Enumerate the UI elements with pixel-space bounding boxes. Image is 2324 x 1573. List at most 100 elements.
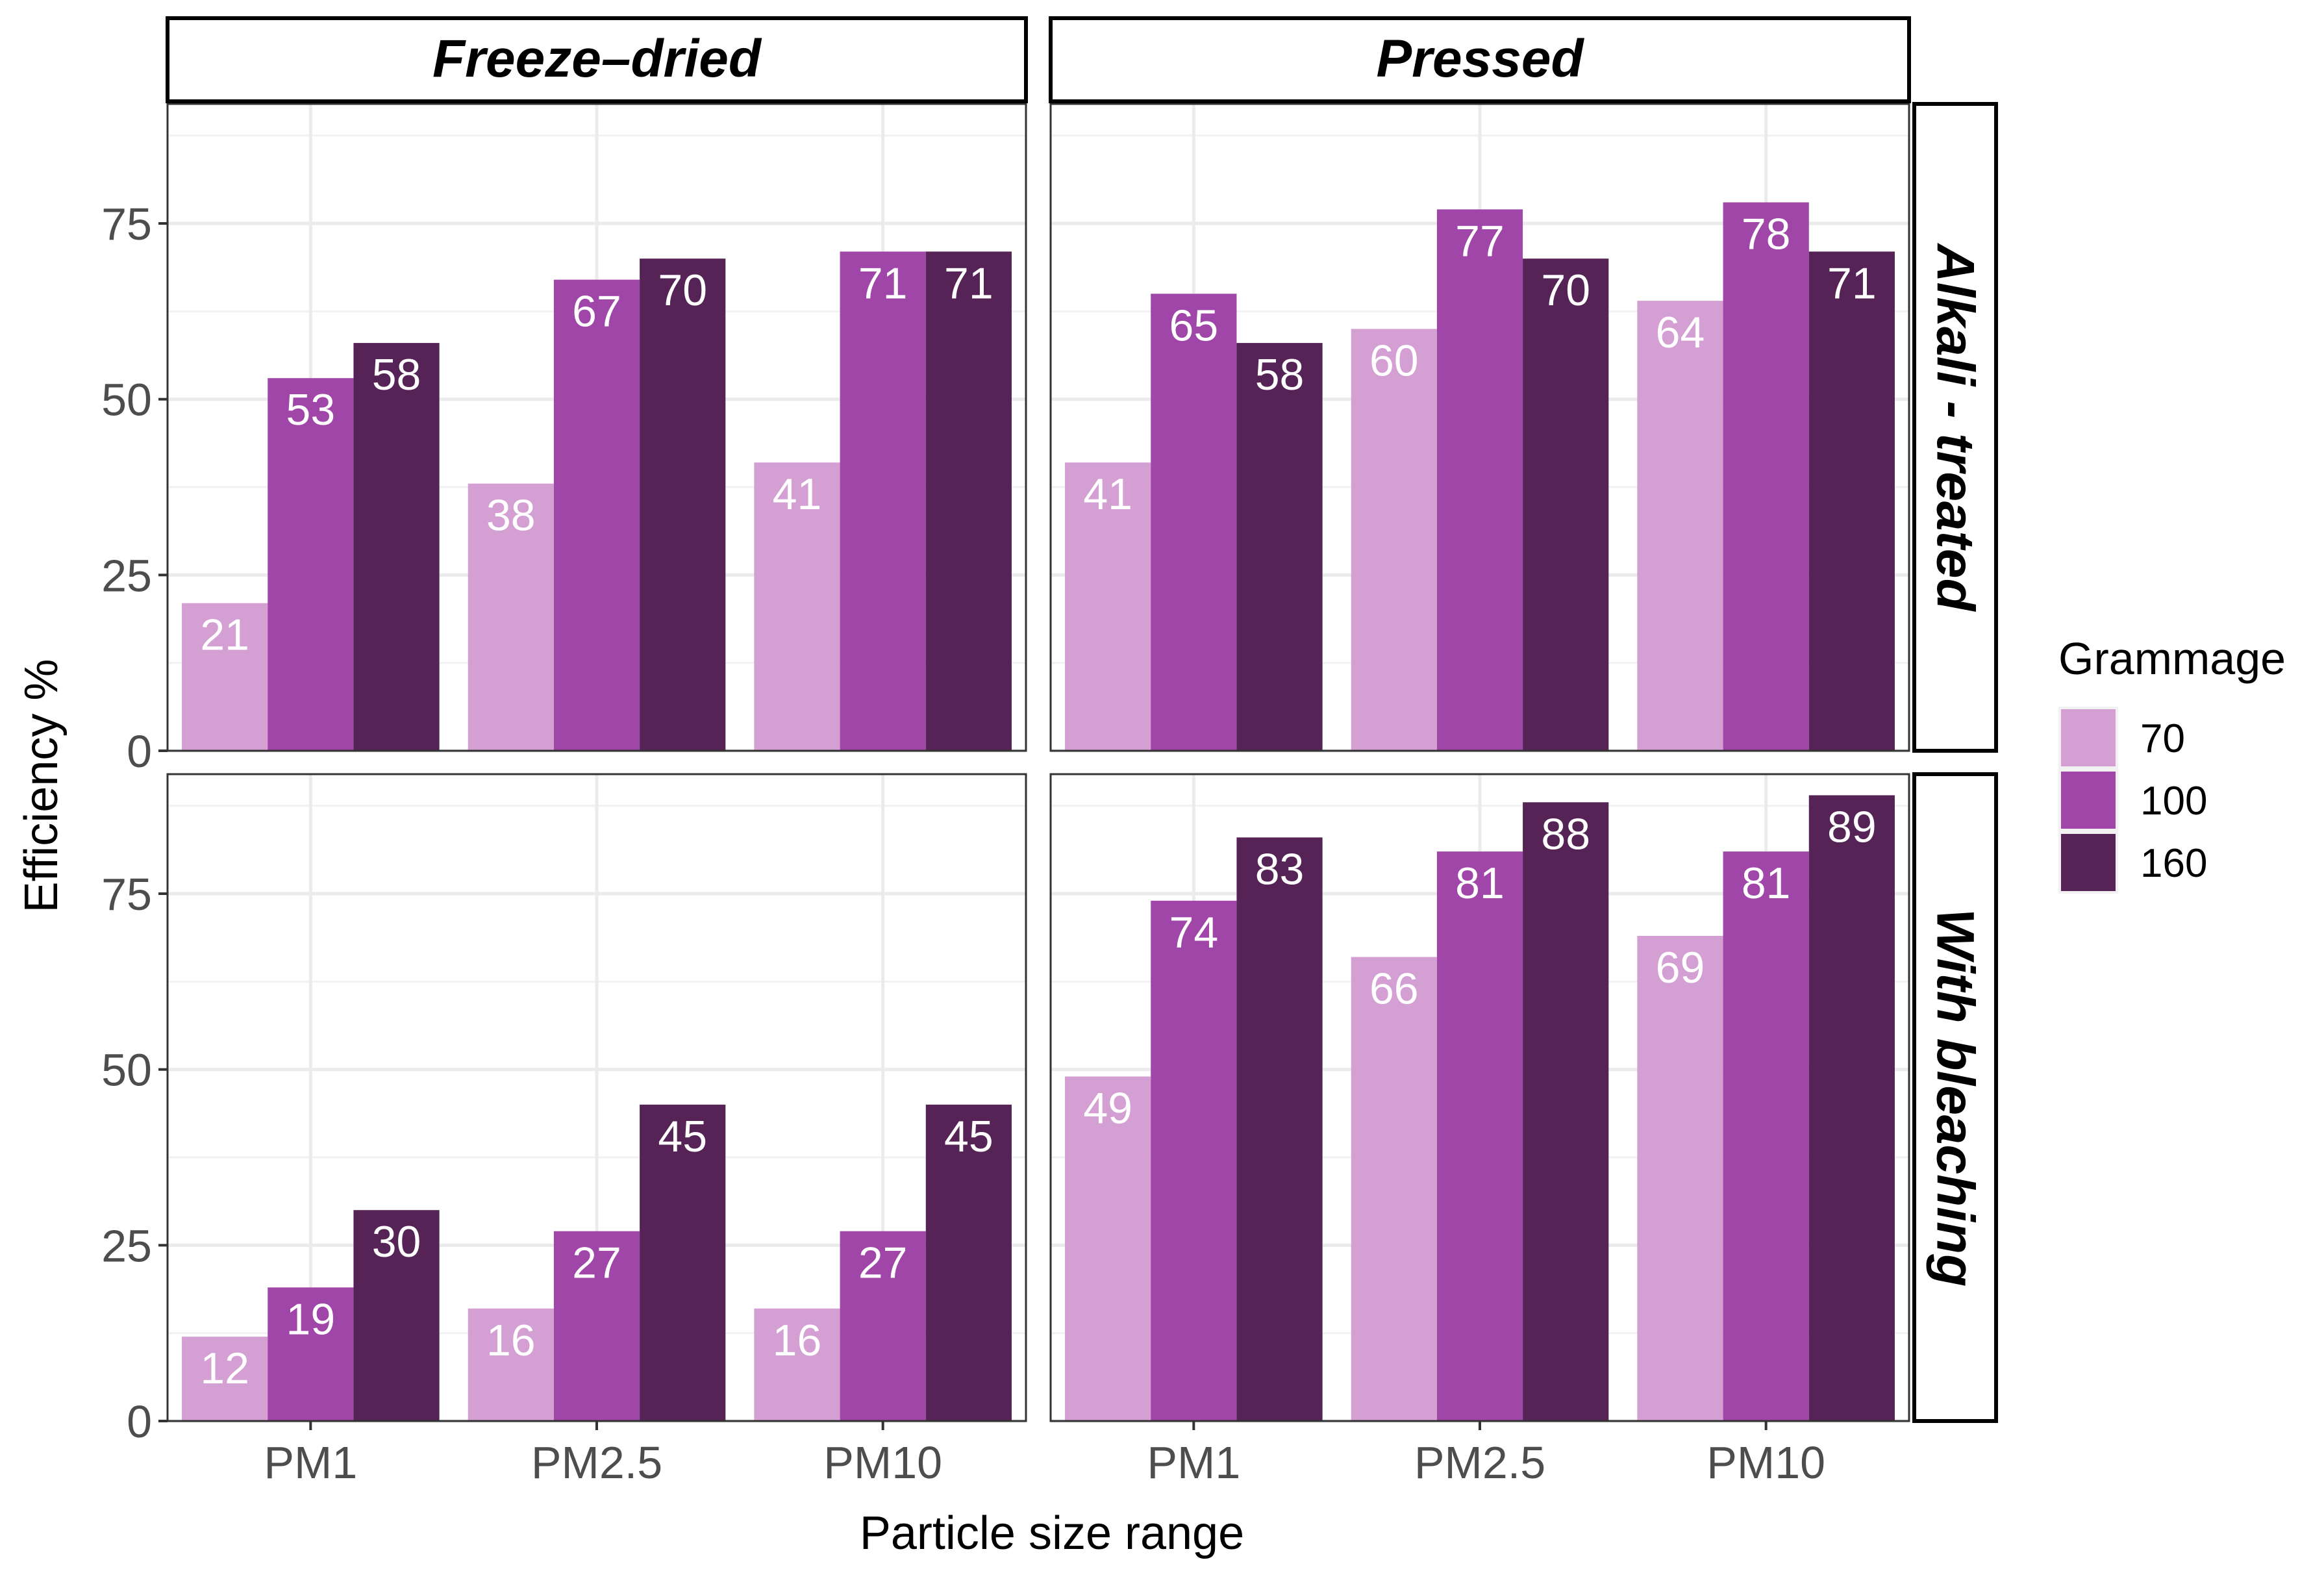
bar-label-alkali-treated-pressed-pm1-g70: 41 [1083, 470, 1132, 519]
bar-label-alkali-treated-pressed-pm10-g160: 71 [1827, 258, 1877, 308]
bar-label-alkali-treated-pressed-pm1-g160: 58 [1255, 350, 1305, 399]
y-tick-label: 75 [101, 199, 152, 249]
bar-label-with-bleaching-pressed-pm10-g160: 89 [1827, 802, 1877, 851]
bar-label-with-bleaching-pressed-pm1-g100: 74 [1169, 908, 1219, 957]
bar-alkali-treated-freeze-dried-pm10-g100 [840, 251, 926, 751]
legend-swatch-100 [2061, 772, 2116, 829]
bar-alkali-treated-freeze-dried-pm2-5-g160 [640, 258, 726, 751]
bar-with-bleaching-pressed-pm2-5-g160 [1523, 802, 1609, 1421]
bar-label-with-bleaching-pressed-pm1-g70: 49 [1083, 1084, 1132, 1133]
y-tick-label: 25 [101, 550, 152, 601]
bar-label-alkali-treated-freeze-dried-pm1-g160: 58 [372, 350, 421, 399]
bar-label-with-bleaching-freeze-dried-pm2-5-g70: 16 [486, 1316, 536, 1365]
bar-with-bleaching-pressed-pm1-g70 [1065, 1076, 1151, 1421]
bar-with-bleaching-freeze-dried-pm10-g100 [840, 1231, 926, 1421]
strip-col-pressed [1049, 16, 1911, 103]
bar-label-alkali-treated-pressed-pm10-g100: 78 [1742, 210, 1791, 259]
bars-layer: 21 38 41 53 67 71 58 70 71 41 60 64 65 77 78 58 70 71 12 16… [182, 202, 1895, 1421]
bar-alkali-treated-pressed-pm2-5-g160 [1523, 258, 1609, 751]
bar-alkali-treated-pressed-pm1-g160 [1236, 343, 1323, 751]
y-tick-label: 25 [101, 1220, 152, 1271]
bar-with-bleaching-pressed-pm2-5-g70 [1351, 957, 1437, 1421]
bar-alkali-treated-freeze-dried-pm1-g70 [182, 603, 268, 751]
bar-label-with-bleaching-pressed-pm10-g100: 81 [1742, 859, 1791, 908]
bar-alkali-treated-freeze-dried-pm2-5-g100 [553, 279, 640, 751]
bar-label-alkali-treated-freeze-dried-pm10-g160: 71 [944, 258, 993, 308]
strip-label-with-bleaching: With bleaching [1926, 909, 1985, 1287]
bar-with-bleaching-pressed-pm10-g160 [1808, 795, 1895, 1421]
bar-with-bleaching-freeze-dried-pm2-5-g70 [468, 1308, 554, 1421]
bar-alkali-treated-pressed-pm10-g100 [1723, 202, 1809, 751]
y-tick-label: 0 [127, 1396, 152, 1447]
bar-alkali-treated-freeze-dried-pm10-g160 [925, 251, 1012, 751]
bar-with-bleaching-freeze-dried-pm1-g160 [353, 1210, 440, 1421]
bar-label-alkali-treated-freeze-dried-pm10-g70: 41 [773, 470, 822, 519]
bar-label-with-bleaching-pressed-pm2-5-g70: 66 [1369, 964, 1419, 1013]
legend-swatch-160 [2061, 834, 2116, 891]
bar-with-bleaching-freeze-dried-pm1-g70 [182, 1337, 268, 1421]
bar-label-alkali-treated-pressed-pm2-5-g160: 70 [1541, 266, 1590, 315]
legend-label-70: 70 [2140, 716, 2185, 761]
bar-alkali-treated-freeze-dried-pm2-5-g70 [468, 483, 554, 751]
axis-layer: 0 25 50 75 0 25 50 75 PM1 PM2.5 PM10 PM1 PM2.5 PM10 [101, 199, 1825, 1488]
strip-label-alkali-treated: Alkali - treated [1926, 242, 1985, 612]
bar-label-alkali-treated-pressed-pm10-g70: 64 [1656, 308, 1705, 357]
bar-with-bleaching-pressed-pm10-g100 [1723, 851, 1809, 1421]
x-tick-label-pm1: PM1 [264, 1437, 357, 1488]
legend-label-100: 100 [2140, 779, 2207, 824]
bar-label-with-bleaching-freeze-dried-pm10-g160: 45 [944, 1112, 993, 1161]
bar-label-with-bleaching-freeze-dried-pm2-5-g160: 45 [658, 1112, 707, 1161]
bar-with-bleaching-freeze-dried-pm10-g70 [754, 1308, 840, 1421]
y-tick-label: 0 [127, 726, 152, 777]
bar-label-with-bleaching-freeze-dried-pm2-5-g100: 27 [572, 1239, 621, 1288]
bar-with-bleaching-freeze-dried-pm10-g160 [925, 1104, 1012, 1421]
y-tick-label: 50 [101, 375, 152, 425]
bar-with-bleaching-freeze-dried-pm2-5-g100 [553, 1231, 640, 1421]
bar-label-with-bleaching-pressed-pm1-g160: 83 [1255, 844, 1305, 894]
legend: Grammage 70 100 160 [2058, 633, 2286, 894]
bar-with-bleaching-pressed-pm1-g100 [1151, 900, 1237, 1421]
strip-label-pressed: Pressed [1376, 29, 1584, 88]
x-tick-label-pm2-5: PM2.5 [531, 1437, 662, 1488]
strip-row-with-bleaching [1912, 772, 1998, 1423]
bar-label-with-bleaching-pressed-pm10-g70: 69 [1656, 943, 1705, 992]
panel-border-alkali-treated-freeze-dried [166, 103, 1027, 752]
bar-label-alkali-treated-freeze-dried-pm2-5-g70: 38 [486, 491, 536, 540]
bar-label-with-bleaching-freeze-dried-pm1-g70: 12 [200, 1344, 249, 1393]
bar-alkali-treated-pressed-pm2-5-g100 [1436, 209, 1523, 751]
bar-alkali-treated-pressed-pm2-5-g70 [1351, 329, 1437, 751]
strip-label-freeze-dried: Freeze–dried [432, 29, 762, 88]
bar-label-with-bleaching-freeze-dried-pm10-g100: 27 [858, 1239, 908, 1288]
strip-layer: Freeze–dried Pressed Alkali - treated Wi… [166, 16, 1998, 1423]
bar-label-alkali-treated-pressed-pm1-g100: 65 [1169, 301, 1219, 350]
bar-label-alkali-treated-freeze-dried-pm1-g70: 21 [200, 610, 249, 660]
bar-label-with-bleaching-pressed-pm2-5-g100: 81 [1455, 859, 1505, 908]
bar-alkali-treated-pressed-pm1-g70 [1065, 462, 1151, 751]
x-tick-label-pm10: PM10 [1706, 1437, 1825, 1488]
y-axis-title: Efficiency % [16, 659, 68, 913]
y-tick-label: 50 [101, 1045, 152, 1096]
bar-label-alkali-treated-freeze-dried-pm2-5-g100: 67 [572, 287, 621, 336]
strip-col-freeze-dried [166, 16, 1028, 103]
legend-swatch-70 [2061, 709, 2116, 766]
x-tick-label-pm1: PM1 [1147, 1437, 1240, 1488]
bar-with-bleaching-pressed-pm10-g70 [1637, 936, 1723, 1421]
legend-title: Grammage [2058, 633, 2286, 684]
panel-border-alkali-treated-pressed [1049, 103, 1910, 752]
bar-alkali-treated-pressed-pm1-g100 [1151, 294, 1237, 751]
bar-label-with-bleaching-freeze-dried-pm1-g100: 19 [286, 1294, 336, 1344]
bar-label-alkali-treated-freeze-dried-pm10-g100: 71 [858, 258, 908, 308]
bar-label-alkali-treated-pressed-pm2-5-g100: 77 [1455, 216, 1505, 266]
bar-alkali-treated-freeze-dried-pm1-g160 [353, 343, 440, 751]
bar-label-with-bleaching-pressed-pm2-5-g160: 88 [1541, 809, 1590, 859]
x-axis-title: Particle size range [860, 1507, 1244, 1559]
bar-with-bleaching-pressed-pm1-g160 [1236, 837, 1323, 1421]
bar-label-alkali-treated-freeze-dried-pm2-5-g160: 70 [658, 266, 707, 315]
bar-alkali-treated-pressed-pm10-g70 [1637, 301, 1723, 751]
bar-label-with-bleaching-freeze-dried-pm10-g70: 16 [773, 1316, 822, 1365]
bar-with-bleaching-freeze-dried-pm1-g100 [268, 1287, 354, 1421]
bar-with-bleaching-pressed-pm2-5-g100 [1436, 851, 1523, 1421]
x-tick-label-pm2-5: PM2.5 [1414, 1437, 1545, 1488]
bar-alkali-treated-freeze-dried-pm10-g70 [754, 462, 840, 751]
